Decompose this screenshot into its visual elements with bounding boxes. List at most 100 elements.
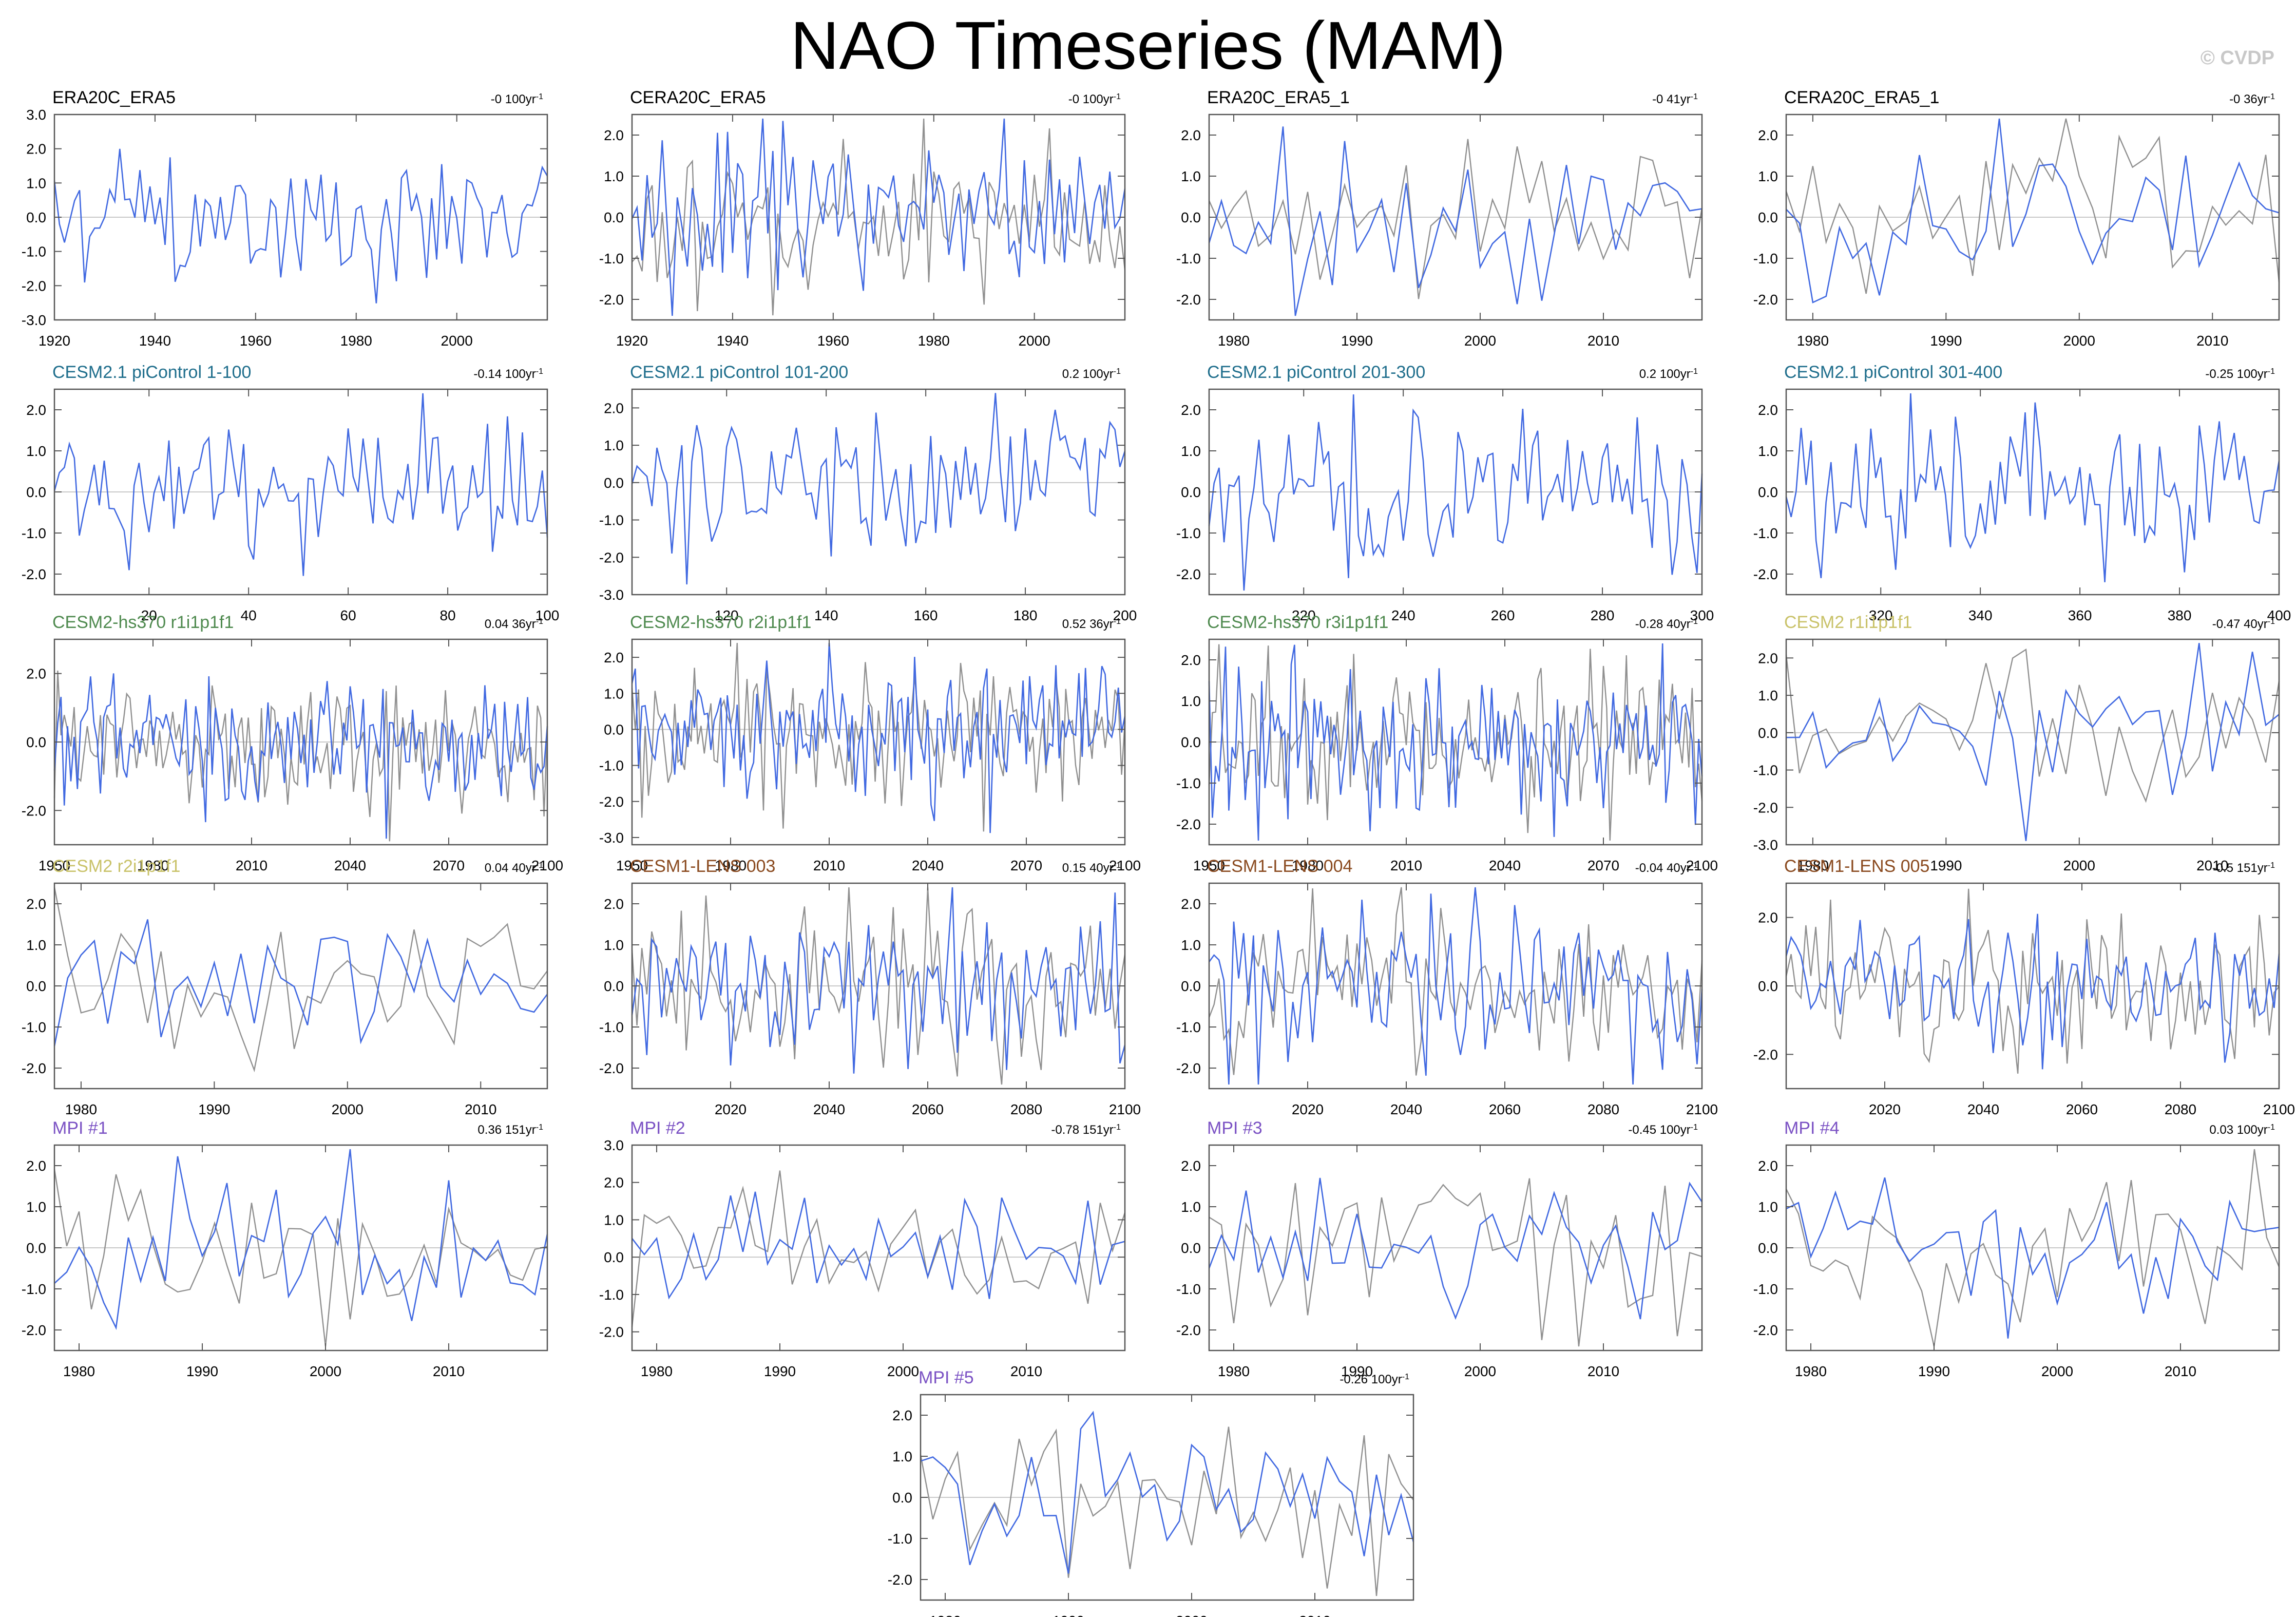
y-tick-label: 2.0 [1758,910,1778,926]
x-tick-label: 2060 [1489,1101,1521,1117]
y-tick-label: -1.0 [1176,251,1201,267]
y-tick-label: -2.0 [599,292,624,308]
y-tick-label: -2.0 [599,794,624,810]
trend-exponent: -1 [1114,92,1121,101]
y-tick-label: 2.0 [26,1158,46,1174]
x-tick-label: 1950 [39,858,70,873]
model-series-line [1786,1177,2280,1339]
model-series-line [920,1411,1414,1574]
x-tick-label: 2000 [887,1363,919,1379]
x-tick-label: 1990 [764,1363,796,1379]
panel-title: ERA20C_ERA5_1 [1207,88,1350,107]
x-tick-label: 2040 [1390,1101,1422,1117]
x-tick-label: 2070 [433,858,465,873]
obs-series-line [1208,139,1703,299]
x-tick-label: 1990 [1341,333,1373,349]
y-tick-label: -2.0 [22,278,46,294]
obs-series-line [920,1426,1414,1596]
y-tick-label: -1.0 [1176,1281,1201,1297]
y-tick-label: 2.0 [1181,1158,1201,1174]
y-tick-label: 0.0 [604,978,624,994]
y-tick-label: -2.0 [599,1324,624,1340]
x-tick-label: 2020 [1869,1101,1901,1117]
y-tick-label: -2.0 [22,1060,46,1076]
x-tick-label: 1950 [1193,858,1225,873]
y-tick-label: -1.0 [1176,525,1201,541]
y-tick-label: 0.0 [1758,210,1778,225]
panel-title: ERA20C_ERA5 [52,88,176,107]
x-tick-label: 1920 [39,333,70,349]
x-tick-label: 340 [1968,607,1993,623]
panel-6: CESM2.1 piControl 101-200 0.2 100yr-1 120 1… [599,363,1137,623]
x-tick-label: 2080 [1010,1101,1042,1117]
panel-title: CESM2 r1i1p1f1 [1784,613,1912,632]
panel-title: CESM2-hs370 r1i1p1f1 [52,613,234,632]
y-tick-label: 0.0 [1181,210,1201,225]
trend-label: -0 36yr-1 [2229,92,2275,107]
x-tick-label: 2100 [1686,1101,1718,1117]
panel-21: MPI #5 -0.26 100yr-1 1980 1990 2000 2010 -2.0 -… [888,1368,1414,1617]
trend-label: -0.28 40yr-1 [1635,617,1698,632]
x-tick-label: 2040 [334,858,366,873]
y-tick-label: 1.0 [1758,688,1778,703]
trend-exponent: -1 [1691,861,1698,870]
panel-1: ERA20C_ERA5 -0 100yr-1 1920 1940 1960 1980 200… [22,88,548,349]
y-tick-label: 0.0 [1181,734,1201,750]
y-tick-label: -1.0 [1753,525,1778,541]
trend-exponent: -1 [536,861,543,870]
y-tick-label: 2.0 [1758,127,1778,143]
x-tick-label: 2100 [1109,858,1141,873]
panel-10: CESM2-hs370 r2i1p1f1 0.52 36yr-1 1950 1980 2… [599,613,1141,873]
x-tick-label: 1950 [616,858,648,873]
model-series-line [1208,1177,1703,1320]
trend-exponent: -1 [1691,1123,1698,1132]
x-tick-label: 2080 [1587,1101,1619,1117]
x-tick-label: 2000 [1176,1613,1208,1617]
x-tick-label: 2040 [912,858,944,873]
obs-series-line [1208,887,1703,1076]
x-tick-label: 2040 [813,1101,845,1117]
trend-label: -0.26 100yr-1 [1340,1373,1409,1387]
y-tick-label: -3.0 [22,312,46,328]
y-tick-label: 2.0 [1758,650,1778,666]
panel-title: CESM1-LENS 004 [1207,857,1352,876]
obs-series-line [632,118,1126,316]
trend-exponent: -1 [1691,367,1698,376]
obs-series-line [1209,1178,1702,1347]
x-tick-label: 1940 [139,333,171,349]
y-tick-label: 0.0 [1758,1240,1778,1256]
x-tick-label: 240 [1391,607,1415,623]
y-tick-label: 1.0 [604,168,624,184]
panel-title: MPI #3 [1207,1118,1262,1138]
trend-exponent: -1 [1691,92,1698,101]
panel-8: CESM2.1 piControl 301-400 -0.25 100yr-1 32… [1753,363,2291,623]
y-tick-label: -1.0 [1176,1019,1201,1035]
y-tick-label: 0.0 [892,1490,912,1506]
trend-label: -0.78 151yr-1 [1051,1123,1121,1137]
panel-title: MPI #1 [52,1118,108,1138]
obs-series-line [631,887,1126,1085]
obs-series-line [1785,888,2280,1074]
trend-label: 0.03 100yr-1 [2209,1123,2275,1137]
panel-title: CESM2-hs370 r3i1p1f1 [1207,613,1388,632]
x-tick-label: 2070 [1587,858,1619,873]
y-tick-label: 1.0 [26,1199,46,1215]
y-tick-label: -2.0 [22,1322,46,1338]
obs-series-line [53,670,548,842]
x-tick-label: 1990 [1918,1363,1950,1379]
x-tick-label: 1990 [1341,1363,1373,1379]
trend-label: -0.04 40yr-1 [1635,861,1698,876]
x-tick-label: 2000 [1464,333,1496,349]
trend-exponent: -1 [536,367,543,376]
y-tick-label: 2.0 [892,1407,912,1423]
panel-title: CESM2 r2i1p1f1 [52,857,180,876]
y-tick-label: -1.0 [599,512,624,528]
x-tick-label: 1980 [1292,858,1324,873]
y-tick-label: 0.0 [26,210,46,225]
y-tick-label: -1.0 [599,758,624,774]
panel-title: MPI #5 [919,1368,974,1387]
x-tick-label: 2020 [715,1101,747,1117]
trend-label: 0.52 36yr-1 [1062,617,1121,632]
panel-title: CESM1-LENS 003 [630,857,775,876]
